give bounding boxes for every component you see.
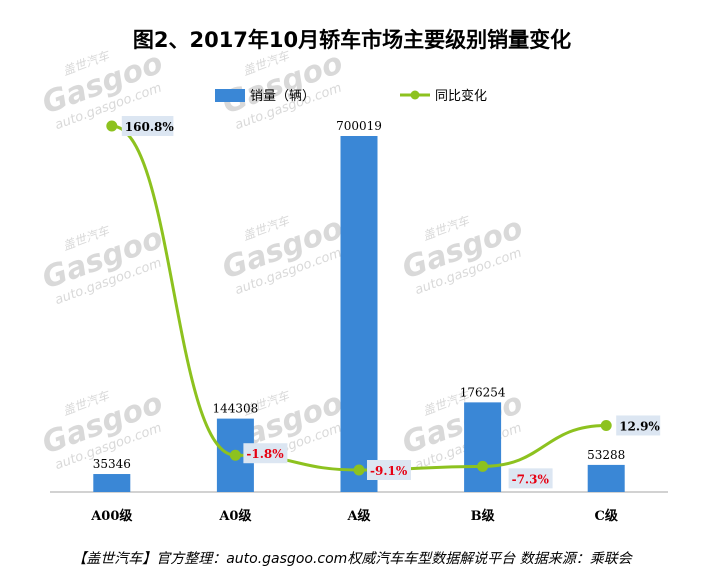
bar-value-label-4: 53288 bbox=[587, 448, 625, 462]
line-value-label-4: 12.9% bbox=[619, 419, 660, 433]
category-label-3: B级 bbox=[471, 508, 496, 524]
category-labels: A00级 A0级 A级 B级 C级 bbox=[90, 508, 619, 524]
line-value-label-box-4 bbox=[616, 415, 661, 436]
line-value-label-box-3 bbox=[508, 468, 553, 489]
line-point-4 bbox=[600, 419, 612, 431]
bar-value-label-3: 176254 bbox=[460, 385, 506, 399]
line-value-labels: 160.8% -1.8% -9.1% -7.3% 12.9% bbox=[121, 116, 661, 489]
category-label-2: A级 bbox=[346, 508, 371, 524]
chart-title: 图2、2017年10月轿车市场主要级别销量变化 bbox=[133, 28, 571, 52]
bar-0 bbox=[93, 474, 131, 492]
category-label-0: A00级 bbox=[90, 508, 133, 524]
line-point-2 bbox=[353, 464, 365, 476]
line-value-label-2: -9.1% bbox=[370, 464, 408, 478]
footer-source: 【盖世汽车】官方整理：auto.gasgoo.com权威汽车车型数据解说平台 数… bbox=[72, 551, 634, 567]
bar-series bbox=[93, 136, 625, 492]
line-series bbox=[106, 120, 612, 476]
category-label-1: A0级 bbox=[218, 508, 252, 524]
line-value-label-box-2 bbox=[367, 460, 411, 480]
line-value-label-1: -1.8% bbox=[246, 447, 284, 461]
legend-bar-label: 销量（辆） bbox=[250, 89, 315, 104]
bar-2 bbox=[340, 136, 378, 492]
legend-line-marker bbox=[410, 90, 420, 100]
bar-value-label-2: 700019 bbox=[336, 119, 382, 133]
line-point-0 bbox=[106, 120, 118, 132]
line-path bbox=[111, 124, 607, 472]
line-point-3 bbox=[477, 460, 489, 472]
category-label-4: C级 bbox=[595, 508, 619, 524]
bar-3 bbox=[464, 402, 502, 492]
bar-4 bbox=[587, 464, 625, 492]
line-point-1 bbox=[229, 449, 241, 461]
legend-line-label: 同比变化 bbox=[435, 88, 487, 104]
bar-value-label-0: 35346 bbox=[93, 457, 131, 471]
bar-value-label-1: 144308 bbox=[212, 402, 258, 416]
bar-value-labels: 35346 144308 700019 176254 53288 bbox=[93, 119, 626, 471]
line-value-label-box-1 bbox=[243, 443, 288, 464]
line-value-label-3: -7.3% bbox=[512, 472, 550, 486]
line-value-label-0: 160.8% bbox=[125, 120, 175, 134]
line-value-label-box-0 bbox=[121, 116, 174, 136]
legend: 销量（辆） 同比变化 bbox=[215, 88, 487, 104]
legend-bar-swatch bbox=[215, 89, 245, 102]
